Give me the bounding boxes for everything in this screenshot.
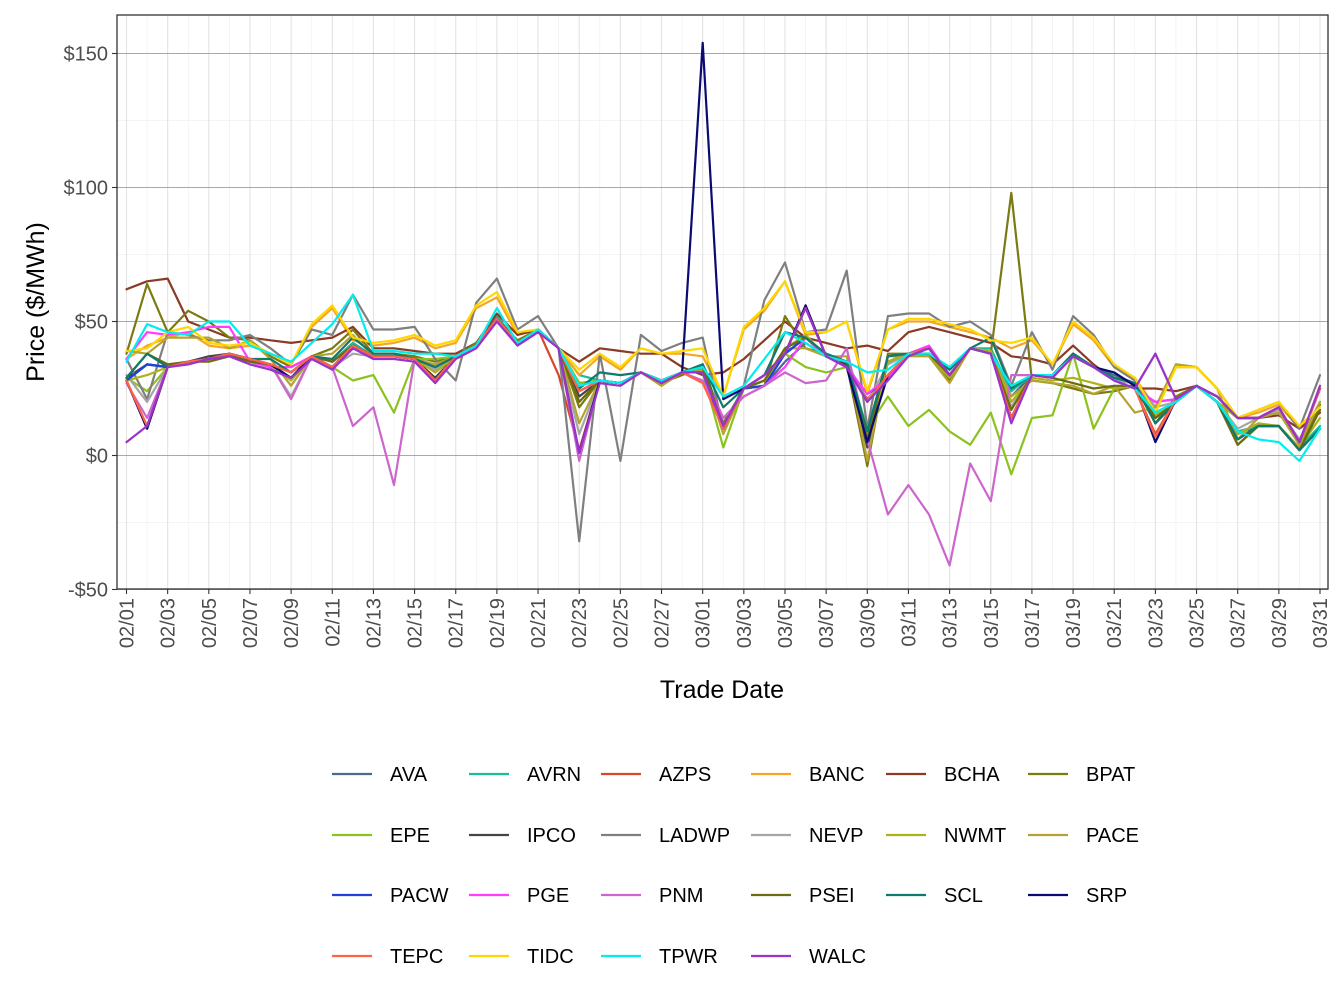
x-tick-label: 03/27 — [1228, 598, 1250, 648]
legend-label-tpwr: TPWR — [659, 946, 718, 968]
legend: AVA AVRN AZPS BANC BCHA BPAT EPE IPCO LADWP NEVP N… — [332, 764, 1139, 968]
legend-label-tepc: TEPC — [390, 946, 443, 968]
major-gridlines — [117, 15, 1328, 590]
legend-label-srp: SRP — [1086, 885, 1127, 907]
x-tick-label: 03/09 — [857, 598, 879, 648]
legend-label-ipco: IPCO — [527, 825, 576, 847]
legend-label-walc: WALC — [809, 946, 866, 968]
x-tick-label: 02/25 — [610, 598, 632, 648]
x-tick-label: 03/17 — [1022, 598, 1044, 648]
x-tick-label: 02/27 — [652, 598, 674, 648]
x-tick-label: 02/01 — [117, 598, 139, 648]
y-axis: -$50 $0 $50 $100 $150 — [64, 44, 117, 602]
legend-label-epe: EPE — [390, 825, 430, 847]
legend-label-pace: PACE — [1086, 825, 1139, 847]
series-line-pace — [125, 317, 1322, 462]
x-tick-label: 03/03 — [734, 598, 756, 648]
legend-label-pge: PGE — [527, 885, 569, 907]
x-tick-label: 03/11 — [898, 598, 920, 647]
x-tick-label: 02/09 — [281, 598, 303, 648]
x-tick-label: 03/19 — [1063, 598, 1085, 648]
y-tick-label: $150 — [64, 44, 109, 66]
x-tick-label: 03/13 — [940, 598, 962, 648]
x-tick-label: 02/21 — [528, 598, 550, 648]
plot-panel — [117, 15, 1328, 589]
legend-label-bcha: BCHA — [944, 764, 1000, 786]
legend-label-avrn: AVRN — [527, 764, 581, 786]
x-tick-label: 03/07 — [816, 598, 838, 648]
legend-label-psei: PSEI — [809, 885, 855, 907]
x-axis-title: Trade Date — [660, 676, 784, 704]
y-tick-label: $100 — [64, 178, 109, 200]
x-tick-label: 03/01 — [693, 598, 715, 648]
x-tick-label: 02/11 — [322, 598, 344, 647]
plot-border — [116, 14, 1329, 590]
legend-label-nevp: NEVP — [809, 825, 863, 847]
legend-label-ladwp: LADWP — [659, 825, 730, 847]
x-tick-label: 02/17 — [446, 598, 468, 648]
legend-label-tidc: TIDC — [527, 946, 574, 968]
x-tick-label: 02/19 — [487, 598, 509, 648]
x-tick-label: 02/15 — [405, 598, 427, 648]
y-tick-label: $0 — [86, 446, 108, 468]
x-tick-label: 02/05 — [199, 598, 221, 648]
series-line-walc — [125, 307, 1322, 454]
x-tick-label: 03/21 — [1104, 598, 1126, 648]
x-tick-label: 02/03 — [158, 598, 180, 648]
y-tick-label: $50 — [75, 312, 108, 334]
legend-label-banc: BANC — [809, 764, 865, 786]
x-axis: 02/01 02/03 02/05 02/07 02/09 02/11 02/13 02/15… — [117, 589, 1332, 648]
x-tick-label: 02/07 — [240, 598, 262, 648]
y-axis-title: Price ($/MWh) — [22, 222, 50, 382]
x-tick-label: 03/05 — [775, 598, 797, 648]
series-lines — [125, 41, 1322, 567]
legend-label-scl: SCL — [944, 885, 983, 907]
legend-label-bpat: BPAT — [1086, 764, 1135, 786]
x-tick-label: 03/25 — [1187, 598, 1209, 648]
x-tick-label: 03/31 — [1310, 598, 1332, 648]
series-line-scl — [125, 317, 1322, 452]
legend-label-azps: AZPS — [659, 764, 711, 786]
y-tick-label: -$50 — [68, 580, 108, 602]
x-tick-label: 03/15 — [981, 598, 1003, 648]
legend-label-nwmt: NWMT — [944, 825, 1006, 847]
x-tick-label: 03/29 — [1269, 598, 1291, 648]
legend-label-pnm: PNM — [659, 885, 703, 907]
x-tick-label: 03/23 — [1145, 598, 1167, 648]
x-tick-label: 02/13 — [363, 598, 385, 648]
legend-label-pacw: PACW — [390, 885, 449, 907]
legend-label-ava: AVA — [390, 764, 428, 786]
x-tick-label: 02/23 — [569, 598, 591, 648]
